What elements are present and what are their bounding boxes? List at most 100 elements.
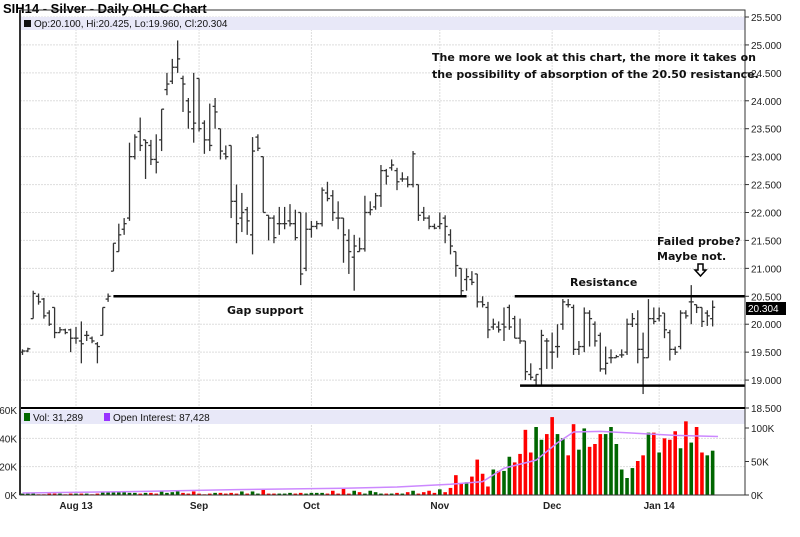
ohlc-bar (512, 315, 518, 339)
ohlc-bar (522, 340, 528, 381)
price-tick-label: 21.500 (751, 236, 782, 247)
volume-bar (165, 492, 169, 495)
open-interest-line (22, 430, 719, 494)
volume-bar (512, 462, 517, 495)
ohlc-bar (276, 206, 282, 235)
price-tick-label: 24.000 (751, 97, 782, 108)
ohlc-bar (201, 120, 207, 154)
ohlc-bar (244, 206, 250, 235)
volume-bar (710, 450, 715, 495)
ohlc-bar (415, 183, 421, 221)
volume-bar (694, 427, 699, 495)
ohlc-bar (73, 327, 79, 344)
price-tick-label: 21.000 (751, 264, 782, 275)
volume-bar (229, 492, 233, 495)
ohlc-bar (148, 139, 154, 166)
volume-bar (111, 492, 116, 495)
ohlc-bar (330, 190, 336, 221)
ohlc-bar (490, 318, 496, 330)
x-tick-label: Oct (303, 501, 320, 512)
volume-bar (181, 492, 185, 495)
ohlc-bar (46, 310, 52, 326)
x-tick-label: Jan 14 (644, 501, 676, 512)
axes: 25.500 25.000 24.500 24.000 23.500 23.000 22.5… (0, 9, 782, 512)
price-bars (20, 40, 716, 395)
ohlc-bar (110, 242, 116, 272)
ohlc-bar (164, 72, 170, 96)
ohlc-bar (52, 306, 58, 339)
volume-bar (603, 434, 608, 495)
ohlc-bar (367, 201, 373, 216)
ohlc-bar (672, 346, 678, 355)
ohlc-bar (448, 229, 453, 255)
volume-bar (678, 448, 683, 495)
ohlc-bar (662, 312, 667, 339)
ohlc-bar (688, 285, 694, 325)
volume-bar (464, 482, 469, 495)
volume-bar (26, 493, 30, 495)
volume-bar (593, 444, 597, 495)
volume-bar (609, 427, 613, 495)
volume-bar (534, 427, 538, 495)
ohlc-bar (405, 176, 411, 188)
price-tick-label: 22.500 (751, 181, 782, 192)
volume-bar (630, 468, 635, 495)
volume-bar (438, 489, 442, 495)
volume-bar (298, 492, 303, 495)
ohlc-bar (651, 307, 657, 325)
ohlc-bar (239, 192, 245, 233)
annotation-probe-line2: Maybe not. (657, 250, 726, 263)
volume-bar (84, 493, 89, 495)
volume-bar (95, 493, 100, 495)
volume-legend-bar (20, 410, 745, 424)
ohlc-bar (324, 181, 330, 202)
ohlc-bar (538, 329, 544, 386)
ohlc-bar (180, 75, 186, 112)
volume-bar (170, 492, 175, 495)
ohlc-bar (592, 321, 598, 347)
x-tick-label: Aug 13 (59, 501, 93, 512)
annotation-main-line1: The more we look at this chart, the more… (432, 51, 756, 64)
ohlc-bar (287, 204, 293, 227)
volume-bar (427, 490, 431, 495)
ohlc-bar (587, 310, 593, 347)
volume-bar (550, 417, 554, 495)
ohlc-bar (608, 349, 614, 364)
ohlc-bar (549, 332, 555, 369)
volume-bar (245, 493, 249, 495)
ohlc-bar (207, 103, 213, 152)
ohlc-bar (431, 223, 437, 230)
price-tick-label: 20.000 (751, 320, 782, 331)
volume-bar (154, 493, 159, 495)
oi-tick-label: 0K (751, 491, 764, 502)
volume-bar (79, 493, 84, 495)
price-tick-label: 24.500 (751, 69, 782, 80)
price-tick-label: 19.500 (751, 348, 782, 359)
volume-bar (566, 455, 570, 495)
volume-bar (625, 478, 629, 495)
volume-bar (127, 492, 132, 495)
volume-bar (240, 491, 244, 495)
ohlc-bar (453, 250, 459, 277)
volume-bar (218, 492, 223, 495)
volume-bar (635, 461, 640, 495)
volume-bar (314, 492, 319, 495)
ohlc-bar (383, 168, 389, 185)
ohlc-bar (683, 310, 689, 319)
ohlc-bar (255, 134, 261, 152)
volume-bar (486, 486, 490, 495)
volume-bar (325, 493, 330, 495)
volume-bar (598, 434, 603, 495)
volume-bar (614, 444, 619, 495)
price-tick-label: 18.500 (751, 404, 782, 415)
volume-bar (411, 490, 415, 495)
volume-bar (587, 446, 592, 495)
volume-bar (197, 493, 201, 495)
volume-bar (416, 493, 421, 495)
ohlc-bar (437, 212, 443, 230)
volume-bar (31, 493, 35, 495)
volume-bar (379, 493, 383, 495)
ohlc-bar (565, 299, 571, 308)
volume-bar (395, 492, 399, 495)
